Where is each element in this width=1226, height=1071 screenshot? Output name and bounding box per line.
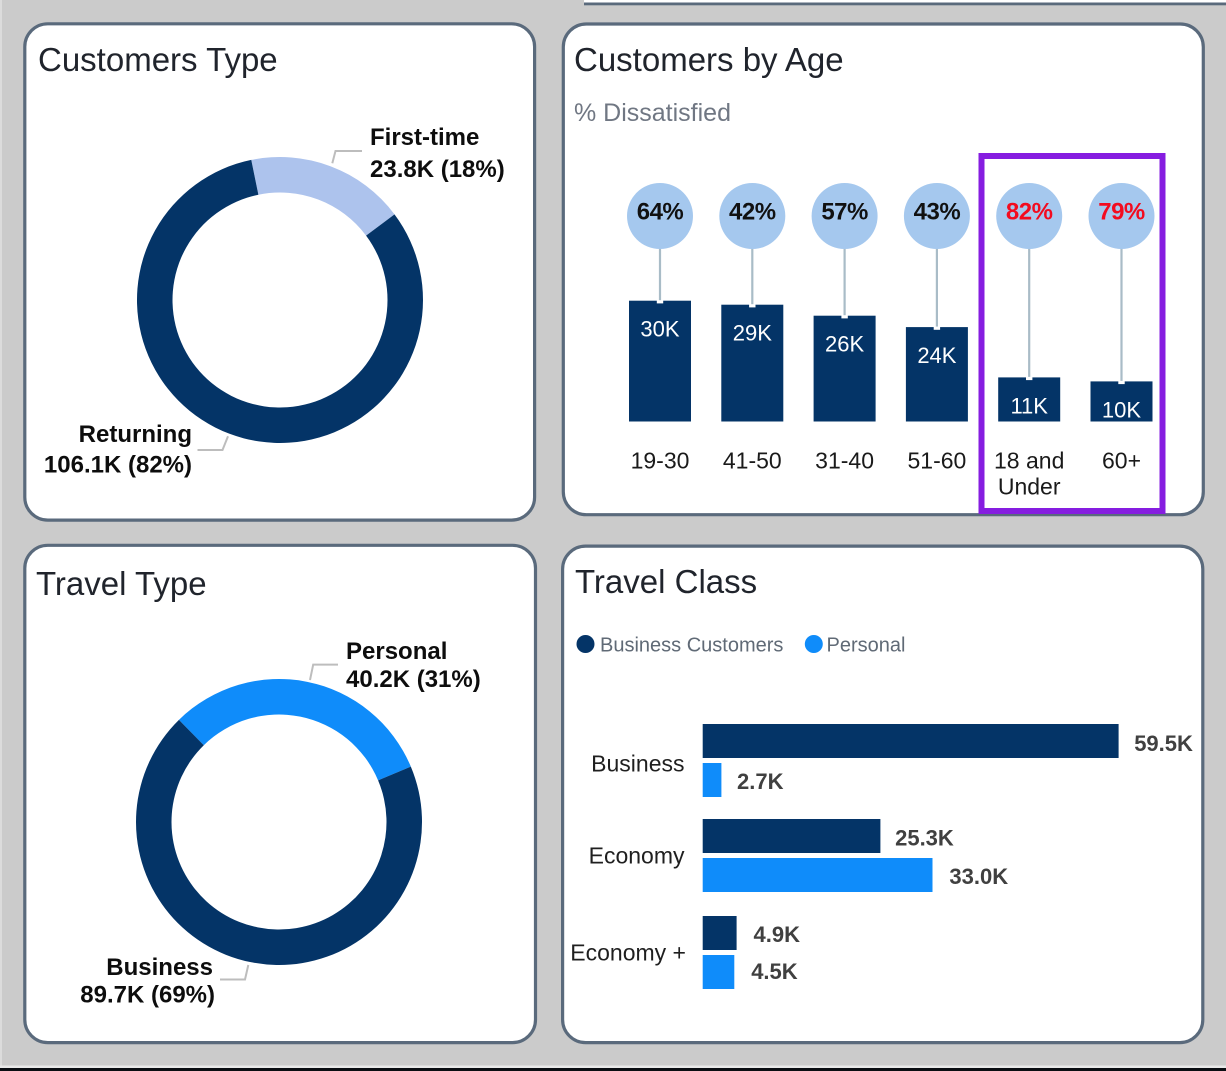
svg-text:41-50: 41-50: [723, 448, 782, 474]
svg-text:First-time: First-time: [370, 124, 479, 151]
svg-text:Business: Business: [106, 954, 213, 981]
svg-text:26K: 26K: [825, 332, 864, 357]
svg-text:29K: 29K: [733, 321, 772, 346]
svg-text:4.9K: 4.9K: [754, 922, 801, 947]
svg-text:2.7K: 2.7K: [737, 769, 784, 794]
svg-text:Under: Under: [998, 474, 1061, 500]
svg-text:79%: 79%: [1098, 199, 1145, 226]
svg-text:18 and: 18 and: [994, 448, 1064, 474]
svg-text:Business Customers: Business Customers: [600, 635, 783, 657]
svg-text:10K: 10K: [1102, 397, 1141, 422]
svg-text:59.5K: 59.5K: [1134, 731, 1193, 756]
svg-text:4.5K: 4.5K: [751, 959, 798, 984]
svg-text:42%: 42%: [729, 199, 776, 226]
svg-text:Travel Type: Travel Type: [36, 565, 207, 602]
svg-text:60+: 60+: [1102, 448, 1141, 474]
svg-text:Returning: Returning: [79, 421, 192, 448]
svg-text:30K: 30K: [640, 317, 679, 342]
svg-text:57%: 57%: [821, 199, 868, 226]
svg-text:19-30: 19-30: [631, 448, 690, 474]
svg-text:% Dissatisfied: % Dissatisfied: [574, 99, 731, 127]
svg-text:82%: 82%: [1006, 199, 1053, 226]
svg-text:24K: 24K: [917, 343, 956, 368]
svg-text:89.7K (69%): 89.7K (69%): [80, 982, 215, 1009]
svg-text:Customers by Age: Customers by Age: [574, 41, 844, 78]
svg-text:Economy +: Economy +: [570, 940, 686, 966]
svg-text:Business: Business: [591, 751, 684, 777]
svg-text:51-60: 51-60: [907, 448, 966, 474]
svg-text:11K: 11K: [1010, 393, 1048, 418]
svg-text:Economy: Economy: [589, 843, 685, 869]
svg-text:Travel Class: Travel Class: [575, 563, 757, 600]
svg-text:33.0K: 33.0K: [949, 864, 1008, 889]
svg-text:Personal: Personal: [346, 638, 447, 665]
svg-text:64%: 64%: [637, 199, 684, 226]
svg-text:Customers Type: Customers Type: [38, 41, 278, 78]
svg-text:43%: 43%: [914, 199, 961, 226]
svg-text:31-40: 31-40: [815, 448, 874, 474]
svg-text:40.2K (31%): 40.2K (31%): [346, 666, 481, 693]
svg-text:23.8K (18%): 23.8K (18%): [370, 156, 505, 183]
svg-text:25.3K: 25.3K: [895, 826, 954, 851]
svg-text:Personal: Personal: [827, 635, 906, 657]
svg-text:106.1K (82%): 106.1K (82%): [44, 452, 192, 479]
